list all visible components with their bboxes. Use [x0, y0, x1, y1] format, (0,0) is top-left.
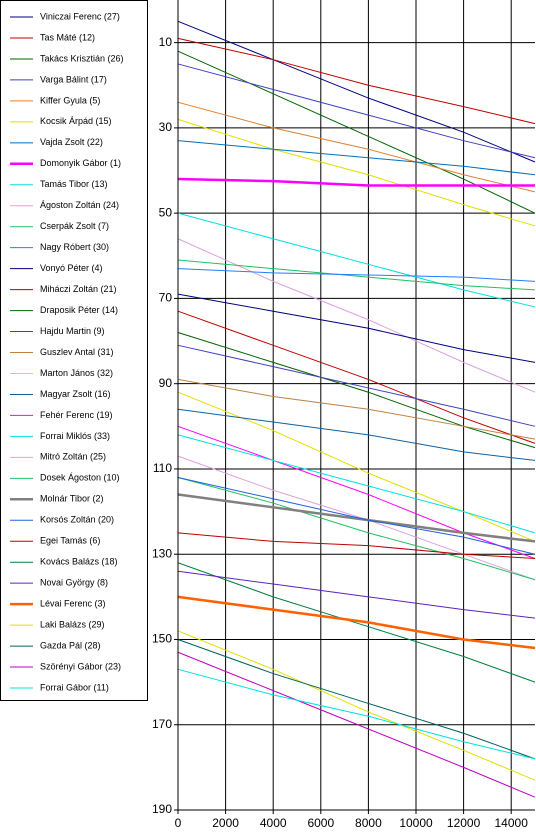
- series-line: [177, 425, 536, 559]
- legend-label: Hajdu Martin (9): [40, 326, 105, 336]
- series-line: [177, 37, 536, 125]
- legend-label: Nagy Róbert (30): [40, 242, 109, 252]
- series-line: [177, 668, 536, 760]
- legend-label: Marton János (32): [40, 368, 113, 378]
- legend: Viniczai Ferenc (27) Tas Máté (12) Takács …: [10, 11, 124, 692]
- legend-label: Varga Bálint (17): [40, 74, 107, 84]
- series-line: [177, 212, 536, 308]
- series-line: [177, 20, 536, 163]
- series-line: [177, 118, 536, 227]
- y-tick-label: 10: [159, 35, 173, 49]
- legend-label: Vajda Zsolt (22): [40, 137, 103, 147]
- legend-label: Draposik Péter (14): [40, 305, 118, 315]
- legend-label: Lévai Ferenc (3): [40, 599, 106, 609]
- y-tick-label: 190: [152, 802, 172, 816]
- legend-box: [0, 0, 148, 701]
- series-line: [177, 101, 536, 193]
- legend-label: Laki Balázs (29): [40, 619, 105, 629]
- legend-label: Vonyó Péter (4): [40, 263, 103, 273]
- series-line: [177, 238, 536, 393]
- legend-label: Forrai Gábor (11): [40, 682, 109, 692]
- legend-label: Magyar Zsolt (16): [40, 389, 111, 399]
- legend-label: Domonyik Gábor (1): [40, 158, 121, 168]
- legend-label: Fehér Ferenc (19): [40, 410, 113, 420]
- series-line: [177, 562, 536, 683]
- x-tick-label: 4000: [260, 816, 287, 830]
- series-line: [177, 434, 536, 534]
- legend-label: Cserpák Zsolt (7): [40, 221, 109, 231]
- series-line: [177, 651, 536, 798]
- y-tick-label: 170: [152, 717, 172, 731]
- legend-label: Kocsik Árpád (15): [40, 116, 112, 126]
- x-tick-label: 2000: [212, 816, 239, 830]
- lines: [177, 20, 536, 798]
- y-tick-label: 70: [159, 291, 173, 305]
- y-tick-label: 50: [159, 205, 173, 219]
- legend-label: Forrai Miklós (33): [40, 431, 110, 441]
- series-line: [177, 630, 536, 781]
- legend-label: Gazda Pál (28): [40, 640, 101, 650]
- legend-label: Korsós Zoltán (20): [40, 515, 114, 525]
- y-tick-label: 30: [159, 120, 173, 134]
- series-line: [177, 268, 536, 282]
- series-line: [177, 259, 536, 291]
- series-line: [177, 408, 536, 461]
- legend-label: Viniczai Ferenc (27): [40, 11, 120, 21]
- x-tick-label: 10000: [399, 816, 433, 830]
- series-line: [177, 476, 536, 581]
- series-line: [177, 140, 536, 176]
- x-tick-label: 0: [175, 816, 182, 830]
- legend-label: Guszlev Antal (31): [40, 347, 114, 357]
- series-line: [177, 378, 536, 440]
- series-line: [177, 63, 536, 159]
- y-tick-label: 90: [159, 376, 173, 390]
- legend-label: Molnár Tibor (2): [40, 494, 104, 504]
- series-line: [177, 177, 535, 187]
- x-tick-label: 12000: [447, 816, 481, 830]
- legend-label: Kovács Balázs (18): [40, 557, 118, 567]
- legend-label: Kiffer Gyula (5): [40, 95, 100, 105]
- legend-label: Ágoston Zoltán (24): [40, 200, 119, 210]
- legend-label: Tas Máté (12): [40, 32, 95, 42]
- series-line: [177, 50, 536, 214]
- legend-label: Miháczi Zoltán (21): [40, 284, 117, 294]
- legend-label: Takács Krisztián (26): [40, 53, 124, 63]
- legend-label: Dosek Ágoston (10): [40, 473, 120, 483]
- series-line: [177, 310, 536, 444]
- legend-label: Tamás Tibor (13): [40, 179, 108, 189]
- x-tick-label: 8000: [355, 816, 382, 830]
- legend-label: Mitró Zoltán (25): [40, 452, 106, 462]
- plot-area: [178, 0, 535, 810]
- y-tick-label: 130: [152, 546, 172, 560]
- series-line: [177, 532, 536, 559]
- series-line: [177, 332, 536, 449]
- series-line: [177, 639, 536, 760]
- x-tick-label: 14000: [495, 816, 529, 830]
- series-line: [177, 476, 536, 555]
- series-line: [177, 570, 536, 619]
- y-tick-label: 110: [153, 461, 172, 475]
- series-line: [177, 293, 536, 363]
- series-line: [177, 344, 536, 427]
- y-tick-label: 150: [152, 632, 172, 646]
- legend-label: Egei Tamás (6): [40, 536, 100, 546]
- legend-label: Novai György (8): [40, 578, 108, 588]
- legend-label: Szörényi Gábor (23): [40, 661, 121, 671]
- series-line: [177, 595, 536, 650]
- x-tick-label: 6000: [307, 816, 334, 830]
